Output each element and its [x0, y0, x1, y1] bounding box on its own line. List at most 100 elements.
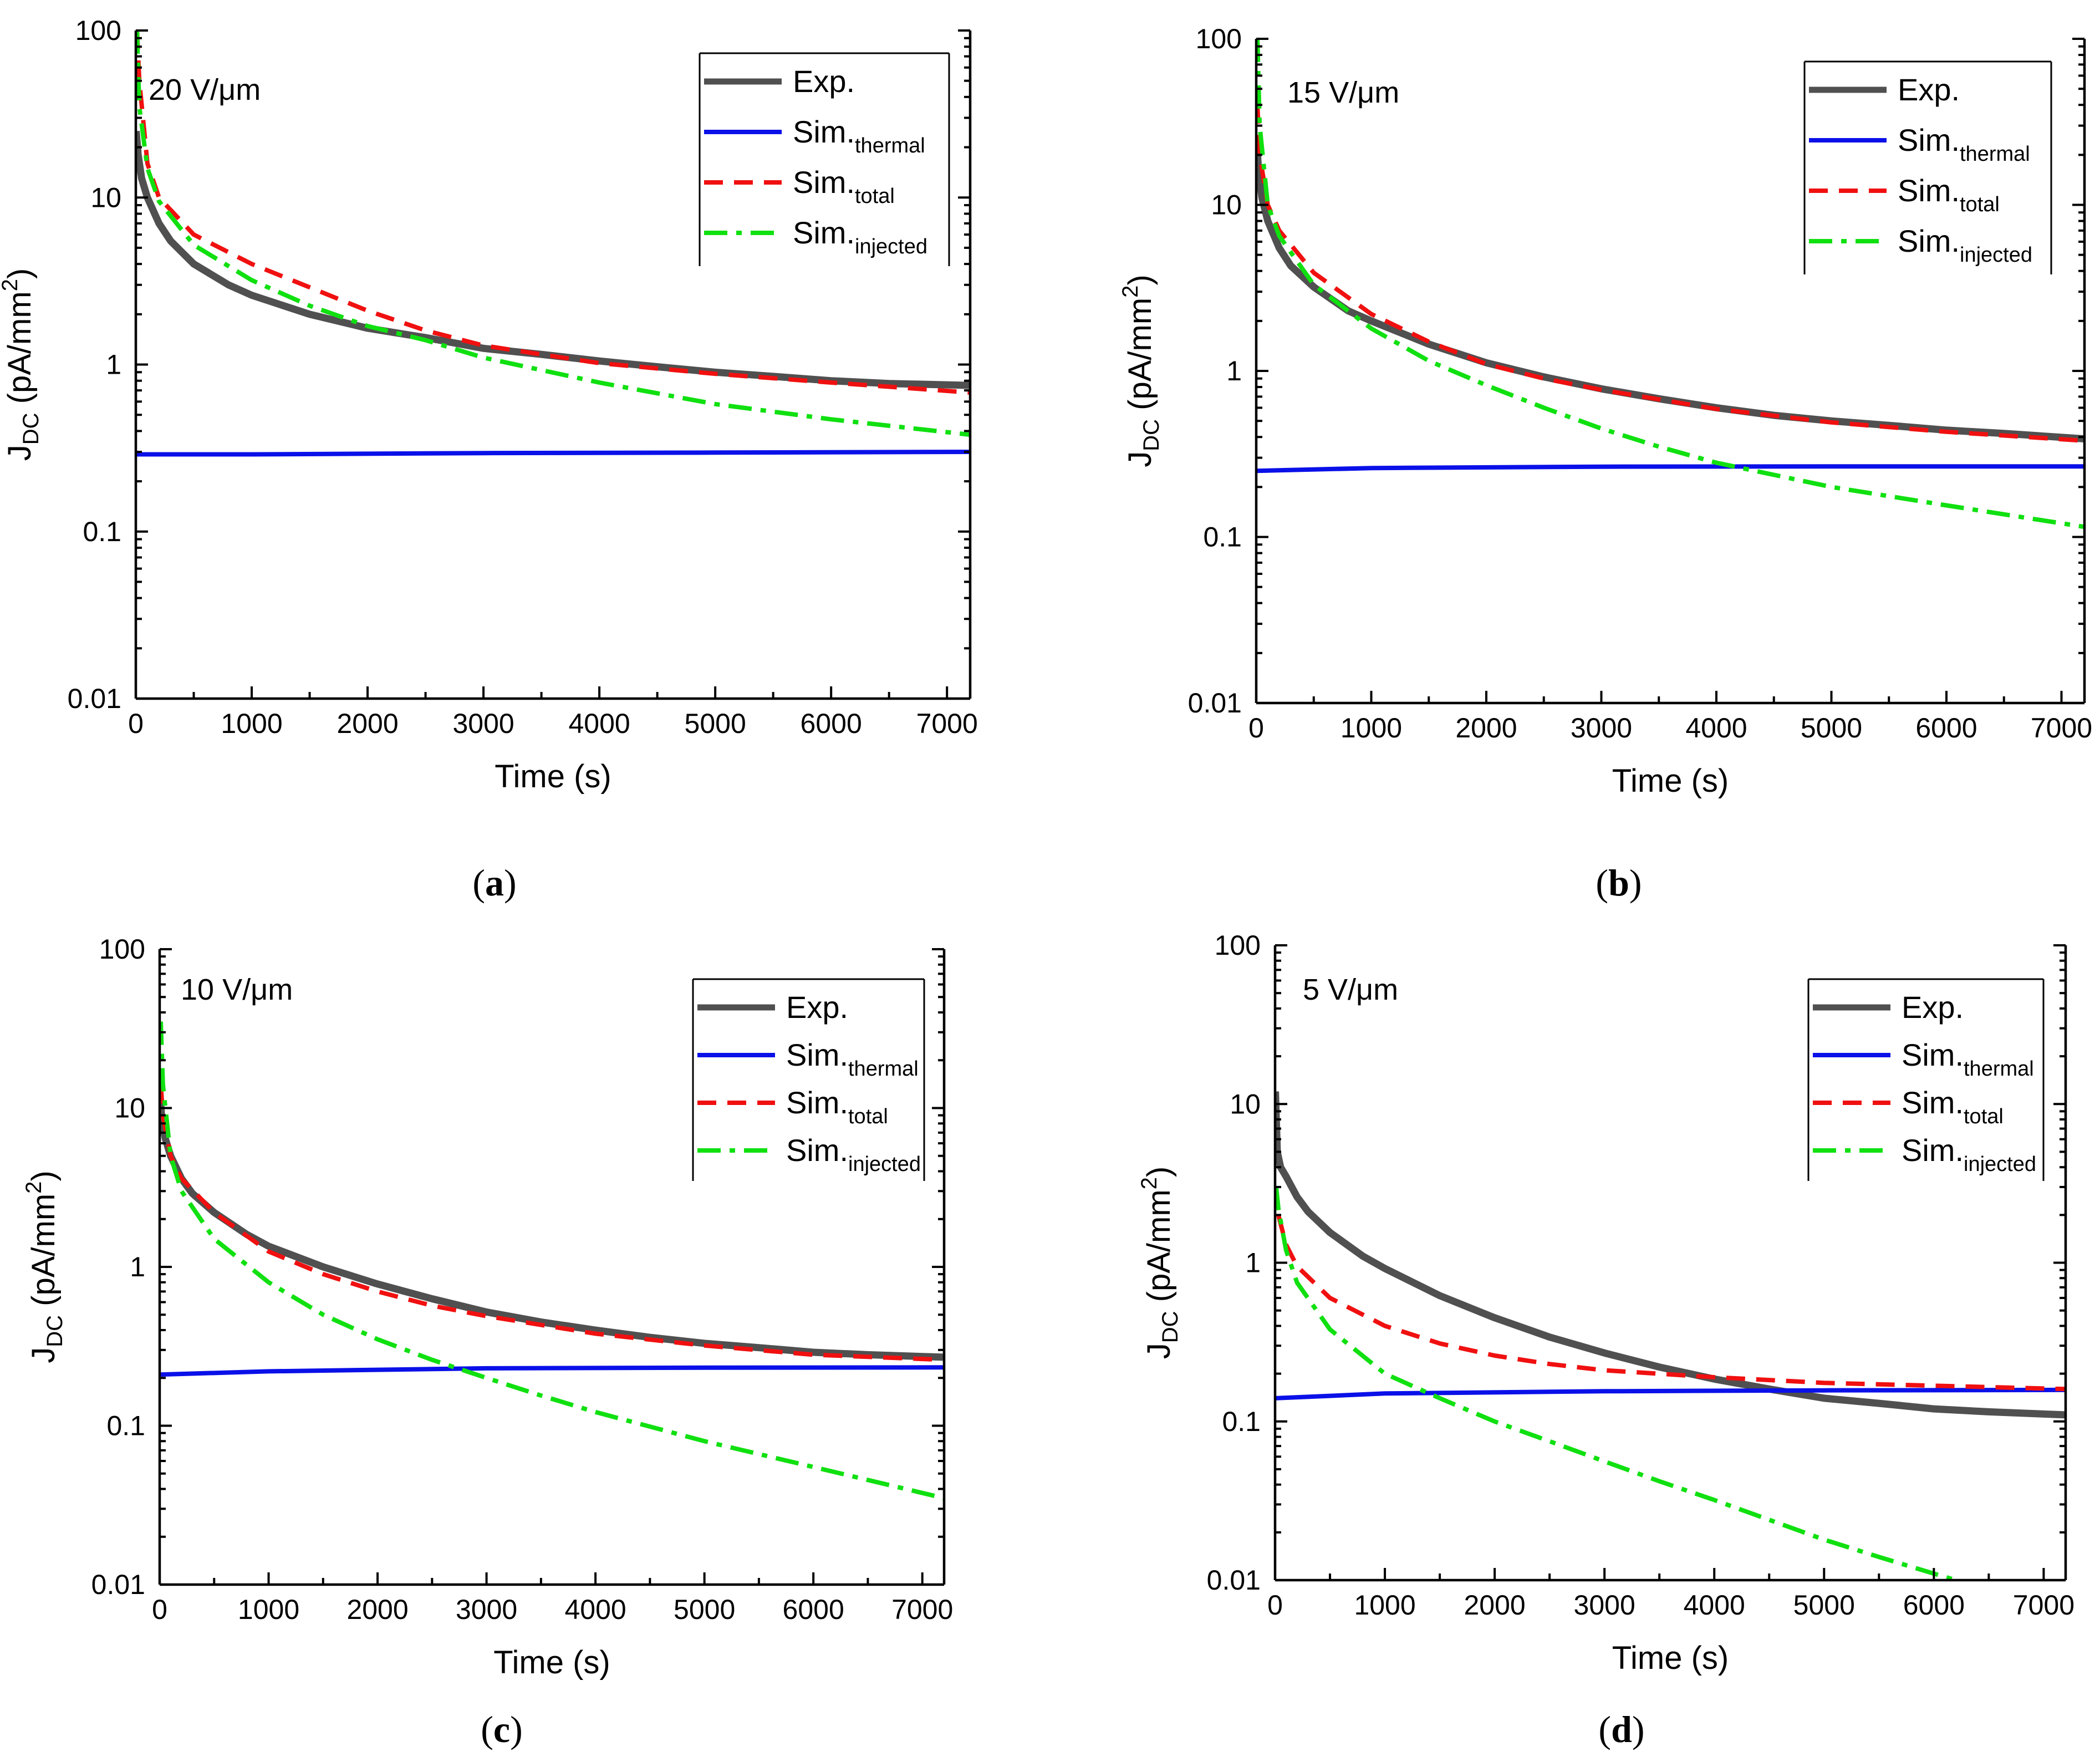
y-tick-label: 100: [1215, 930, 1261, 961]
y-tick-label: 1: [106, 349, 121, 380]
panel-paren-open: (: [1598, 1708, 1611, 1750]
x-tick-label: 3000: [456, 1594, 517, 1625]
y-tick-label: 0.1: [106, 1410, 145, 1442]
x-tick-label: 1000: [221, 708, 282, 739]
legend-label-total: Sim.total: [786, 1085, 888, 1128]
x-tick-label: 2000: [346, 1594, 408, 1625]
legend-label-exp: Exp.: [1898, 72, 1960, 107]
y-title-sub: DC: [1158, 1311, 1182, 1343]
legend-label-sub: total: [848, 1105, 888, 1128]
x-tick-label: 4000: [1685, 712, 1747, 743]
legend-label-sub: thermal: [848, 1057, 919, 1081]
x-axis-title: Time (s): [1612, 763, 1729, 799]
x-tick-label: 7000: [916, 708, 978, 739]
x-tick-label: 4000: [564, 1594, 626, 1625]
panel-label: (d): [1598, 1708, 1644, 1750]
x-tick-label: 6000: [1915, 712, 1977, 743]
series-injected-line: [1275, 1186, 1957, 1580]
legend-label-main: Sim.: [793, 165, 855, 200]
y-tick-label: 0.01: [1207, 1565, 1261, 1596]
x-tick-label: 6000: [801, 708, 862, 739]
panel-paren-close: ): [504, 862, 517, 904]
legend-label-total: Sim.total: [1902, 1085, 2004, 1128]
x-tick-label: 6000: [783, 1594, 844, 1625]
y-title-rest: (pA/mm: [2, 291, 38, 413]
panel-letter: d: [1611, 1708, 1632, 1750]
y-tick-label: 100: [1196, 23, 1242, 54]
x-tick-label: 6000: [1903, 1590, 1965, 1621]
y-tick-label: 0.1: [1222, 1406, 1261, 1437]
x-tick-label: 2000: [337, 708, 398, 739]
legend-label-main: Sim.: [1902, 1037, 1964, 1072]
x-tick-label: 7000: [2031, 712, 2092, 743]
panel-paren-open: (: [481, 1708, 493, 1750]
y-title-end: ): [26, 1170, 62, 1181]
panel-letter: b: [1608, 862, 1629, 904]
x-tick-label: 1000: [238, 1594, 299, 1625]
legend-label-exp: Exp.: [786, 990, 848, 1025]
panel-a: 0 1000 2000 3000 4000 5000 6000 7000 0.01 0.1 1 10 1…: [0, 15, 978, 904]
legend-label-thermal: Sim.thermal: [1902, 1037, 2034, 1081]
y-title-rest: (pA/mm: [1141, 1189, 1177, 1311]
x-tick-label: 7000: [2013, 1590, 2074, 1621]
series-total-line: [1256, 105, 2084, 443]
x-axis-title: Time (s): [495, 758, 611, 795]
x-tick-label: 0: [152, 1594, 167, 1625]
y-title-sup: 2: [1118, 286, 1143, 298]
legend-label-injected: Sim.injected: [786, 1133, 921, 1176]
x-axis-title: Time (s): [1612, 1640, 1729, 1676]
y-title-main: J: [1141, 1343, 1177, 1359]
x-tick-label: 5000: [674, 1594, 735, 1625]
y-tick-label: 10: [1211, 190, 1242, 221]
panel-letter: c: [493, 1708, 510, 1750]
panel-paren-close: ): [510, 1708, 523, 1750]
y-tick-label: 0.01: [68, 683, 121, 714]
x-tick-label: 0: [1267, 1590, 1283, 1621]
series-total-line: [136, 30, 970, 395]
y-title-sub: DC: [19, 413, 43, 445]
x-tick-label: 5000: [685, 708, 746, 739]
legend-label-injected: Sim.injected: [1902, 1133, 2036, 1176]
series-injected-line: [1256, 39, 2084, 529]
y-tick-label: 0.01: [91, 1569, 145, 1600]
legend-label-thermal: Sim.thermal: [1898, 123, 2030, 166]
x-tick-label: 5000: [1801, 712, 1862, 743]
y-tick-label: 10: [90, 182, 121, 213]
legend-label-thermal: Sim.thermal: [786, 1037, 919, 1081]
x-tick-label: 1000: [1354, 1590, 1415, 1621]
legend-label-sub: injected: [1960, 243, 2032, 267]
x-tick-label: 3000: [452, 708, 514, 739]
y-title-rest: (pA/mm: [1122, 298, 1158, 419]
y-tick-label: 0.1: [1203, 522, 1242, 553]
x-tick-label: 5000: [1793, 1590, 1855, 1621]
legend-label-sub: injected: [848, 1153, 921, 1176]
y-title-sup: 2: [1137, 1177, 1161, 1189]
y-title-end: ): [1141, 1167, 1177, 1177]
legend-label-main: Sim.: [793, 215, 855, 250]
series-injected-line: [136, 30, 970, 437]
x-tick-label: 0: [1248, 712, 1264, 743]
legend-label-main: Exp.: [1902, 990, 1964, 1025]
legend-label-main: Sim.: [1898, 123, 1960, 157]
legend-label-sub: injected: [855, 235, 927, 258]
y-title-sub: DC: [1139, 419, 1164, 451]
legend-label-total: Sim.total: [793, 165, 895, 208]
x-axis-title: Time (s): [493, 1644, 610, 1680]
series-total-line: [160, 1084, 944, 1362]
legend-label-injected: Sim.injected: [1898, 223, 2032, 267]
x-tick-label: 3000: [1571, 712, 1632, 743]
y-title-sup: 2: [22, 1182, 46, 1194]
legend-label-total: Sim.total: [1898, 173, 2000, 216]
y-tick-label: 10: [1230, 1088, 1261, 1119]
y-tick-label: 1: [1245, 1247, 1261, 1279]
panel-paren-close: ): [1629, 862, 1642, 904]
legend-label-exp: Exp.: [1902, 990, 1964, 1025]
y-title-sup: 2: [0, 279, 22, 291]
panel-c: 0 1000 2000 3000 4000 5000 6000 7000 0.01 0.1 1 10 1…: [22, 934, 953, 1750]
y-title-end: ): [2, 268, 38, 279]
y-tick-label: 10: [114, 1093, 145, 1124]
y-tick-label: 1: [130, 1251, 145, 1282]
